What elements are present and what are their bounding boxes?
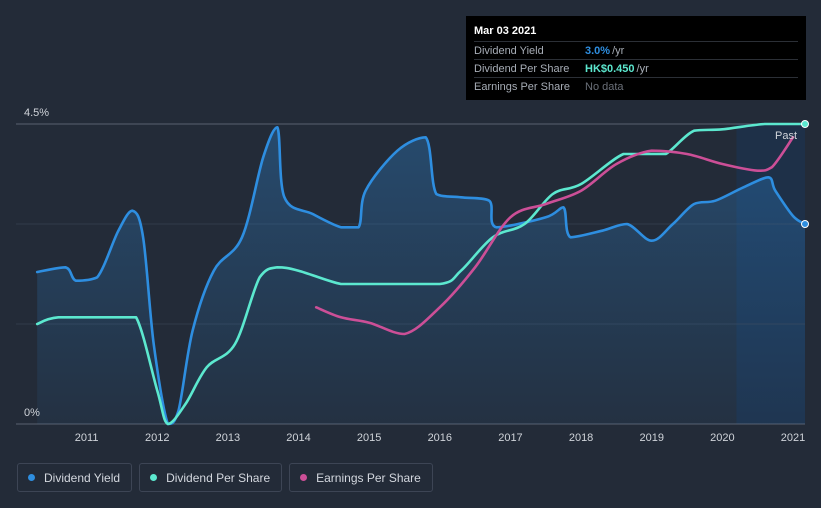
tooltip-value: HK$0.450 bbox=[585, 62, 635, 75]
x-tick-label: 2019 bbox=[639, 432, 663, 444]
x-tick-label: 2017 bbox=[498, 432, 522, 444]
x-tick-label: 2015 bbox=[357, 432, 381, 444]
tooltip-row-dividend-yield: Dividend Yield 3.0% /yr bbox=[474, 41, 798, 59]
x-tick-label: 2020 bbox=[710, 432, 734, 444]
legend-item-dividend-yield[interactable]: Dividend Yield bbox=[17, 463, 133, 492]
tooltip-row-earnings-per-share: Earnings Per Share No data bbox=[474, 77, 798, 95]
legend-item-dividend-per-share[interactable]: Dividend Per Share bbox=[139, 463, 283, 492]
dividend-per-share-line bbox=[35, 122, 807, 426]
tooltip-date: Mar 03 2021 bbox=[474, 25, 537, 37]
dividend-yield-end-marker bbox=[801, 220, 809, 228]
legend-item-earnings-per-share[interactable]: Earnings Per Share bbox=[289, 463, 433, 492]
legend-dot-icon bbox=[28, 474, 35, 481]
legend-dot-icon bbox=[150, 474, 158, 481]
tooltip-unit: /yr bbox=[636, 62, 649, 75]
legend: Dividend Yield Dividend Per Share Earnin… bbox=[17, 463, 433, 492]
y-tick-label: 4.5% bbox=[24, 107, 49, 119]
tooltip-label: Dividend Per Share bbox=[474, 62, 570, 75]
x-tick-label: 2021 bbox=[781, 432, 805, 444]
legend-label: Dividend Yield bbox=[44, 470, 121, 485]
x-tick-label: 2014 bbox=[286, 432, 310, 444]
tooltip-unit: /yr bbox=[612, 44, 625, 57]
tooltip-label: Dividend Yield bbox=[474, 44, 544, 57]
x-tick-label: 2016 bbox=[428, 432, 452, 444]
tooltip-row-dividend-per-share: Dividend Per Share HK$0.450 /yr bbox=[474, 59, 798, 77]
tooltip: Mar 03 2021 Dividend Yield 3.0% /yr Divi… bbox=[466, 16, 806, 100]
past-label: Past bbox=[775, 130, 797, 142]
dividend-yield-area bbox=[37, 127, 805, 425]
x-tick-label: 2012 bbox=[145, 432, 169, 444]
y-tick-label: 0% bbox=[24, 407, 40, 419]
x-tick-label: 2018 bbox=[569, 432, 593, 444]
dividend-yield-line bbox=[35, 126, 807, 426]
tooltip-label: Earnings Per Share bbox=[474, 80, 570, 93]
x-tick-label: 2013 bbox=[216, 432, 240, 444]
x-tick-label: 2011 bbox=[75, 432, 99, 444]
dividend-per-share-end-marker bbox=[801, 120, 809, 128]
legend-dot-icon bbox=[300, 474, 308, 481]
tooltip-value: 3.0% bbox=[585, 44, 611, 57]
tooltip-no-data: No data bbox=[585, 80, 624, 93]
legend-label: Dividend Per Share bbox=[166, 470, 271, 485]
earnings-per-share-line bbox=[314, 136, 795, 336]
legend-label: Earnings Per Share bbox=[316, 470, 421, 485]
